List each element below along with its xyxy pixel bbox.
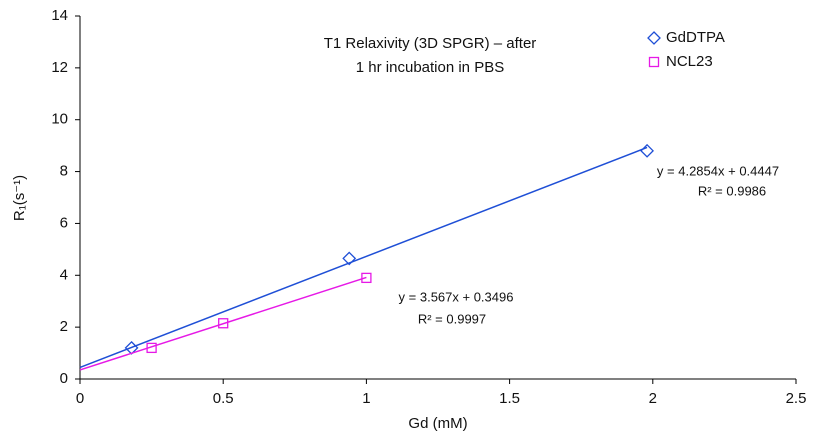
- y-axis-label: R₁(s⁻¹): [11, 175, 28, 221]
- legend-label: NCL23: [666, 53, 713, 70]
- trendline: [79, 146, 648, 369]
- x-tick-label: 2: [649, 390, 657, 407]
- point: [146, 342, 157, 354]
- legend-marker: [647, 31, 661, 45]
- point: [361, 272, 372, 284]
- point: [218, 318, 229, 329]
- trendline: [79, 276, 367, 371]
- point: [640, 143, 654, 158]
- chart-title: 1 hr incubation in PBS: [356, 59, 504, 76]
- y-tick-label: 8: [60, 163, 68, 180]
- trendline-r2: R² = 0.9997: [418, 311, 486, 326]
- point: [342, 251, 357, 266]
- legend-marker: [648, 56, 660, 68]
- x-tick-label: 0.5: [213, 390, 234, 407]
- x-tick-label: 1: [362, 390, 370, 407]
- x-tick-label: 1.5: [499, 390, 520, 407]
- x-tick-label: 0: [76, 390, 84, 407]
- y-tick-label: 14: [51, 7, 68, 24]
- x-tick-label: 2.5: [786, 390, 807, 407]
- trendline-equation: y = 3.567x + 0.3496: [399, 289, 514, 304]
- x-axis-label: Gd (mM): [408, 415, 467, 432]
- y-tick-label: 10: [51, 111, 68, 128]
- y-tick-label: 6: [60, 214, 68, 231]
- y-tick-label: 12: [51, 59, 68, 76]
- trendline-equation: y = 4.2854x + 0.4447: [657, 163, 779, 178]
- trendline-r2: R² = 0.9986: [698, 183, 766, 198]
- y-tick-label: 0: [60, 370, 68, 387]
- y-tick-label: 4: [60, 266, 68, 283]
- y-tick-label: 2: [60, 318, 68, 335]
- legend-label: GdDTPA: [666, 29, 725, 46]
- chart-title: T1 Relaxivity (3D SPGR) – after: [324, 35, 537, 52]
